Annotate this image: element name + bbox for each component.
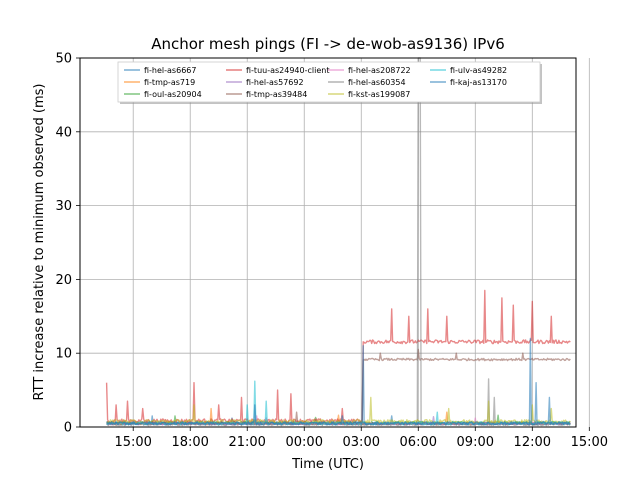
plot-frame — [79, 57, 577, 428]
x-tick-label: 00:00 — [286, 435, 323, 450]
y-axis-label: RTT increase relative to minimum observe… — [32, 84, 47, 401]
series-lines — [105, 57, 571, 427]
chart-title: Anchor mesh pings (FI -> de-wob-as9136) … — [151, 35, 505, 53]
series-line-fi-kaj-as13170 — [106, 337, 571, 426]
legend-label: fi-kaj-as13170 — [450, 78, 507, 87]
y-tick-label: 50 — [55, 52, 72, 67]
axis-ticks: 15:00 18:00 21:00 00:00 03:00 06:00 09:00 12:00… — [55, 52, 608, 451]
legend-label: fi-hel-as208722 — [348, 66, 411, 75]
legend-label: fi-tmp-as719 — [144, 78, 195, 87]
x-tick-label: 15:00 — [114, 435, 151, 450]
y-tick-label: 40 — [55, 125, 72, 140]
legend-label: fi-kst-as199087 — [348, 90, 410, 99]
legend-label: fi-hel-as6667 — [144, 66, 196, 75]
legend-label: fi-ulv-as49282 — [450, 66, 507, 75]
legend: fi-hel-as6667 fi-tmp-as719 fi-oul-as20904 f… — [117, 61, 542, 104]
x-tick-label: 18:00 — [171, 435, 208, 450]
legend-label: fi-oul-as20904 — [144, 90, 202, 99]
y-tick-label: 10 — [55, 347, 72, 362]
x-tick-label: 03:00 — [343, 435, 380, 450]
x-tick-label: 12:00 — [514, 435, 551, 450]
x-tick-label: 06:00 — [400, 435, 437, 450]
x-tick-label: 21:00 — [228, 435, 265, 450]
legend-label: fi-tmp-as39484 — [246, 90, 307, 99]
x-tick-label: 09:00 — [457, 435, 494, 450]
y-tick-label: 20 — [55, 273, 72, 288]
x-tick-label: 15:00 — [571, 435, 608, 450]
legend-label: fi-hel-as57692 — [246, 78, 304, 87]
legend-label: fi-tuu-as24940-client — [246, 66, 329, 75]
series-line-fi-tuu-as24940-client — [105, 289, 571, 424]
y-tick-label: 30 — [55, 199, 72, 214]
x-axis-label: Time (UTC) — [291, 457, 364, 472]
legend-label: fi-hel-as60354 — [348, 78, 406, 87]
y-tick-label: 0 — [64, 421, 72, 436]
